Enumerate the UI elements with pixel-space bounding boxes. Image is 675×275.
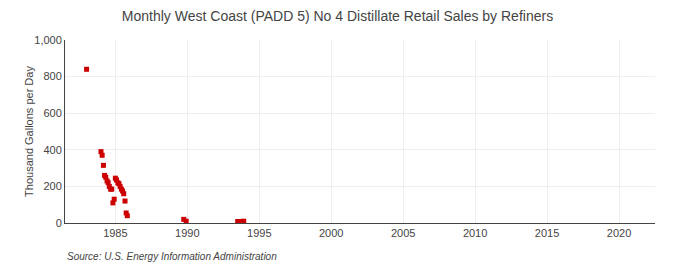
svg-text:200: 200 bbox=[43, 180, 61, 192]
svg-text:1,000: 1,000 bbox=[34, 34, 62, 46]
svg-text:400: 400 bbox=[43, 144, 61, 156]
svg-text:Thousand Gallons per Day: Thousand Gallons per Day bbox=[23, 66, 35, 197]
svg-text:2020: 2020 bbox=[607, 227, 631, 239]
svg-text:0: 0 bbox=[56, 217, 62, 229]
svg-text:1985: 1985 bbox=[103, 227, 127, 239]
svg-text:600: 600 bbox=[43, 107, 61, 119]
svg-text:Monthly West Coast (PADD 5) No: Monthly West Coast (PADD 5) No 4 Distill… bbox=[122, 8, 553, 24]
svg-text:2005: 2005 bbox=[391, 227, 415, 239]
svg-text:2015: 2015 bbox=[535, 227, 559, 239]
svg-text:1995: 1995 bbox=[247, 227, 271, 239]
svg-text:2000: 2000 bbox=[319, 227, 343, 239]
svg-text:2010: 2010 bbox=[463, 227, 487, 239]
svg-text:Source: U.S. Energy Informatio: Source: U.S. Energy Information Administ… bbox=[67, 251, 277, 262]
svg-text:800: 800 bbox=[43, 70, 61, 82]
svg-text:1990: 1990 bbox=[175, 227, 199, 239]
